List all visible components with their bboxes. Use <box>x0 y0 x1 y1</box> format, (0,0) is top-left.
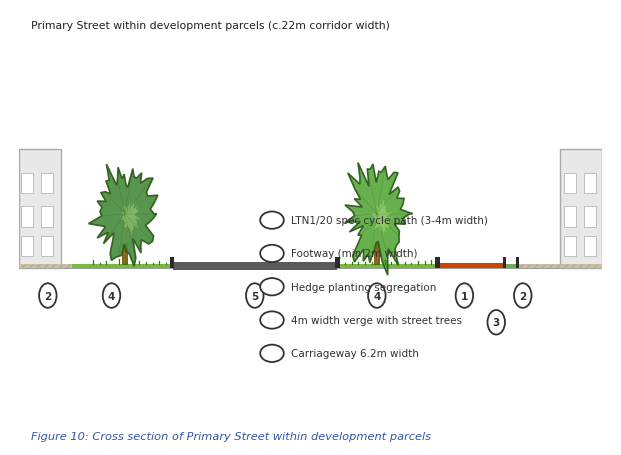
Circle shape <box>514 283 532 308</box>
Text: 4: 4 <box>108 291 115 301</box>
Bar <box>560 149 602 268</box>
Text: 3: 3 <box>492 318 500 328</box>
Bar <box>41 237 53 257</box>
Text: 1: 1 <box>461 291 468 301</box>
Text: 4: 4 <box>373 291 381 301</box>
Circle shape <box>456 283 473 308</box>
Text: 4m width verge with street trees: 4m width verge with street trees <box>291 315 461 325</box>
Text: Carriageway 6.2m width: Carriageway 6.2m width <box>291 349 419 359</box>
Bar <box>516 258 519 269</box>
Bar <box>41 173 53 194</box>
Bar <box>438 263 504 268</box>
Bar <box>21 237 34 257</box>
Bar <box>173 263 337 270</box>
Text: LTN1/20 spec cycle path (3-4m width): LTN1/20 spec cycle path (3-4m width) <box>291 216 487 226</box>
Bar <box>584 237 596 257</box>
Text: 2: 2 <box>519 291 527 301</box>
Bar <box>71 264 173 268</box>
Bar <box>122 244 127 264</box>
Bar <box>337 264 438 268</box>
Bar <box>517 264 602 268</box>
Bar <box>19 264 71 268</box>
Bar <box>21 207 34 227</box>
Circle shape <box>487 310 505 335</box>
Bar <box>41 207 53 227</box>
Text: Primary Street within development parcels (c.22m corridor width): Primary Street within development parcel… <box>31 20 390 30</box>
Bar <box>335 258 340 269</box>
Polygon shape <box>89 165 158 267</box>
Text: 5: 5 <box>269 349 275 358</box>
Text: 3: 3 <box>269 283 275 292</box>
Circle shape <box>368 283 386 308</box>
Polygon shape <box>121 201 140 236</box>
Circle shape <box>246 283 263 308</box>
Text: 5: 5 <box>251 291 258 301</box>
Bar <box>21 173 34 194</box>
Text: 4: 4 <box>269 316 275 325</box>
Polygon shape <box>372 201 393 235</box>
Text: Figure 10: Cross section of Primary Street within development parcels: Figure 10: Cross section of Primary Stre… <box>31 431 431 441</box>
Bar <box>584 207 596 227</box>
Bar <box>435 258 440 269</box>
Bar <box>374 244 379 264</box>
Text: Footway (min 2m width): Footway (min 2m width) <box>291 249 417 259</box>
Text: Hedge planting segregation: Hedge planting segregation <box>291 282 436 292</box>
Bar <box>564 237 576 257</box>
Circle shape <box>39 283 57 308</box>
Bar <box>564 173 576 194</box>
Polygon shape <box>345 163 413 276</box>
Bar <box>504 264 517 268</box>
Text: 2: 2 <box>44 291 52 301</box>
Bar <box>503 258 506 269</box>
Bar <box>19 149 61 268</box>
Circle shape <box>102 283 120 308</box>
Bar <box>170 258 175 269</box>
Text: 1: 1 <box>269 216 275 225</box>
Bar <box>584 173 596 194</box>
Text: 2: 2 <box>269 249 275 258</box>
Bar <box>564 207 576 227</box>
